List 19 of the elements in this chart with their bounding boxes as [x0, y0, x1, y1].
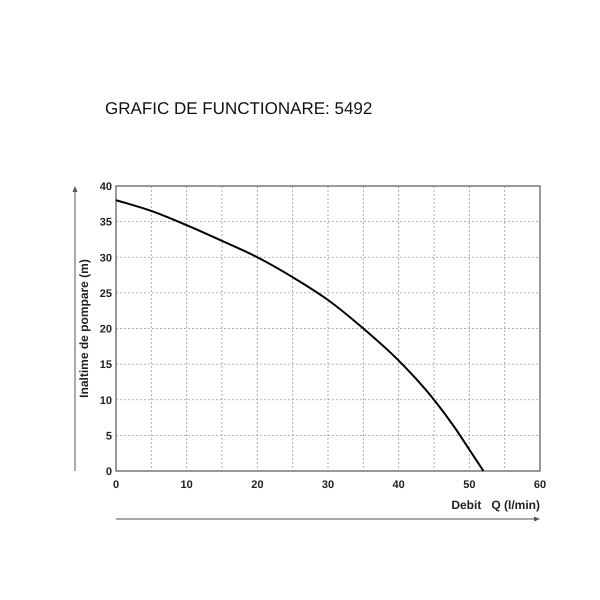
x-tick-label: 40	[392, 479, 405, 491]
x-tick-label: 60	[534, 479, 546, 491]
x-tick-label: 30	[322, 479, 334, 491]
y-tick-label: 5	[106, 430, 112, 442]
y-tick-label: 15	[100, 359, 112, 372]
x-tick-label: 10	[180, 479, 193, 491]
chart-title: GRAFIC DE FUNCTIONARE: 5492	[105, 99, 372, 118]
x-tick-label: 20	[251, 479, 264, 491]
x-tick-label: 50	[463, 479, 476, 491]
y-tick-label: 35	[100, 216, 112, 229]
y-tick-label: 40	[100, 181, 112, 193]
y-tick-label: 25	[100, 288, 112, 300]
y-axis-title: Inaltime de pompare (m)	[77, 259, 91, 398]
y-tick-label: 0	[106, 466, 112, 478]
x-axis-title: Debit Q (l/min)	[451, 498, 540, 512]
y-tick-label: 30	[100, 252, 112, 264]
y-tick-label: 20	[100, 324, 112, 336]
y-tick-label: 10	[100, 394, 112, 407]
line-series	[115, 199, 484, 472]
